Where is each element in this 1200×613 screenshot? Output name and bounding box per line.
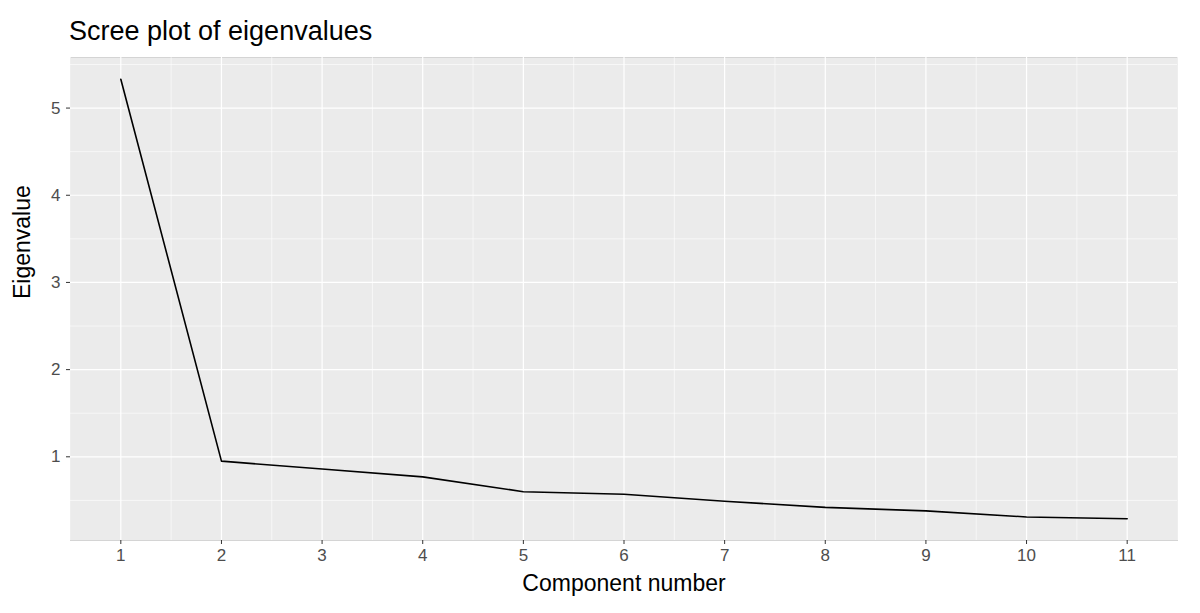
svg-text:Eigenvalue: Eigenvalue	[9, 185, 35, 299]
svg-text:9: 9	[921, 546, 930, 565]
svg-text:2: 2	[51, 360, 60, 379]
svg-text:1: 1	[51, 447, 60, 466]
svg-text:3: 3	[317, 546, 326, 565]
svg-text:8: 8	[821, 546, 830, 565]
svg-text:5: 5	[51, 99, 60, 118]
svg-text:1: 1	[116, 546, 125, 565]
svg-text:2: 2	[217, 546, 226, 565]
svg-text:10: 10	[1017, 546, 1036, 565]
svg-text:4: 4	[51, 186, 60, 205]
svg-text:3: 3	[51, 273, 60, 292]
html-text:Scree plot of eigenvalues: Scree plot of eigenvalues	[69, 16, 373, 46]
svg-text:11: 11	[1118, 546, 1136, 565]
svg-text:5: 5	[519, 546, 528, 565]
svg-text:Component number: Component number	[522, 570, 726, 596]
svg-text:6: 6	[619, 546, 628, 565]
svg-text:4: 4	[418, 546, 427, 565]
svg-text:7: 7	[720, 546, 729, 565]
